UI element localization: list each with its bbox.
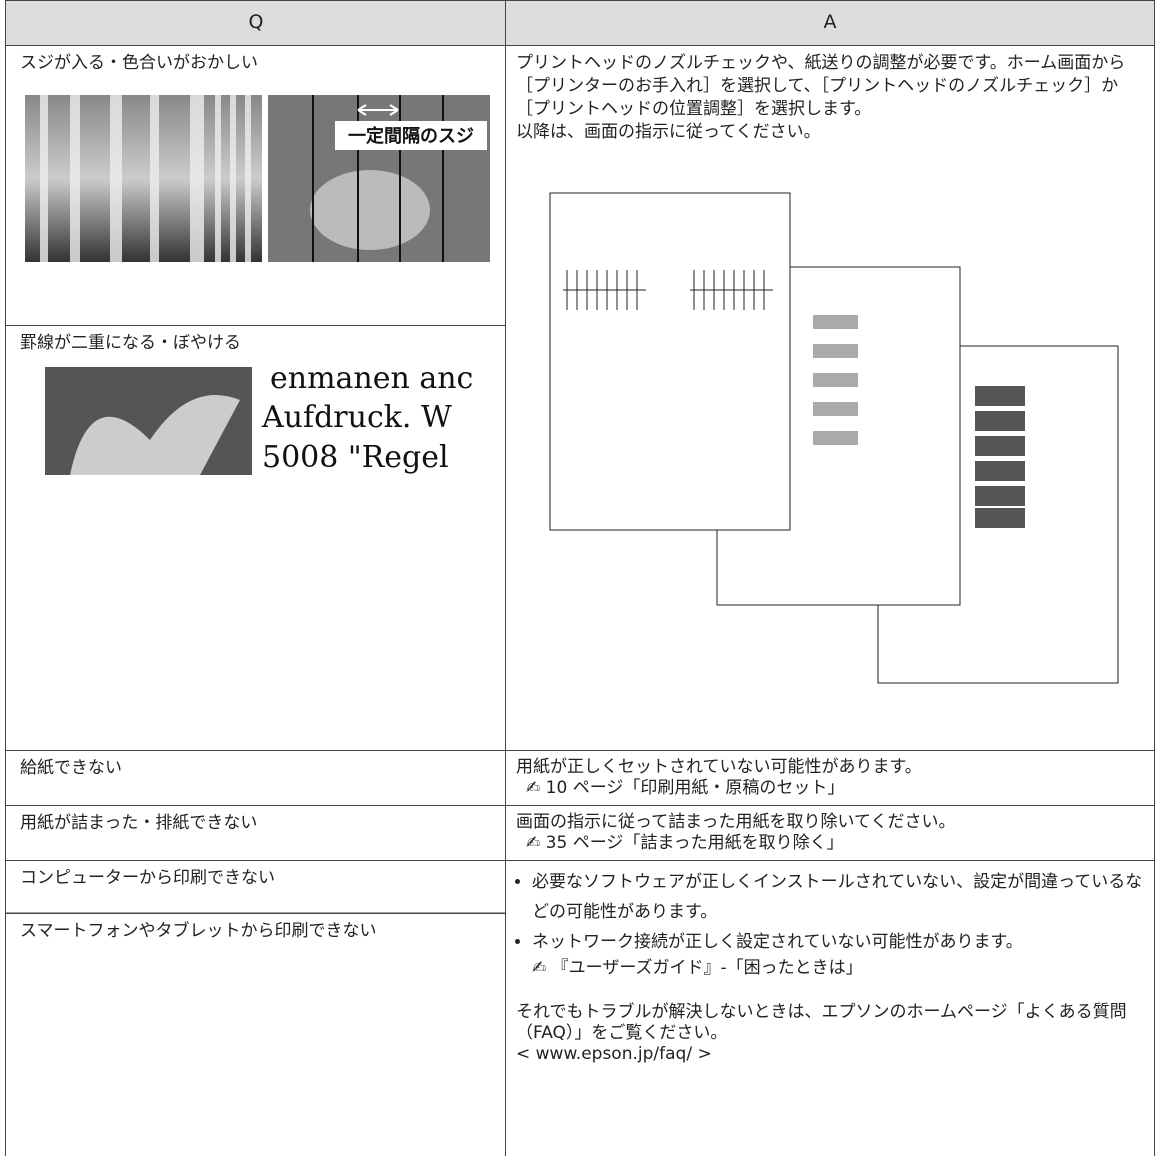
a-cell: 必要なソフトウェアが正しくインストールされていない、設定が間違っているなどの可能… [505, 860, 1155, 1156]
ref-line: ✍ 『ユーザーズガイド』-「困ったときは」 [532, 958, 863, 978]
q-text: 罫線が二重になる・ぼやける [20, 333, 241, 353]
q-text: スマートフォンやタブレットから印刷できない [20, 921, 377, 941]
q-cell: 用紙が詰まった・排紙できない [5, 805, 506, 861]
ref-line: ✍ 10 ページ「印刷用紙・原稿のセット」 [526, 778, 845, 798]
a-text: 画面の指示に従って詰まった用紙を取り除いてください。 [516, 812, 956, 832]
a-note: 以降は、画面の指示に従ってください。 [516, 122, 821, 142]
a-text: 用紙が正しくセットされていない可能性があります。 [516, 757, 922, 777]
ref: 10 ページ「印刷用紙・原稿のセット」 [545, 778, 845, 798]
q-cell: 罫線が二重になる・ぼやける [5, 325, 506, 751]
ref: 35 ページ「詰まった用紙を取り除く」 [545, 833, 844, 853]
q-text: 給紙できない [20, 758, 122, 778]
header-q: Q [5, 0, 506, 46]
q-text: コンピューターから印刷できない [20, 868, 275, 888]
closing: それでもトラブルが解決しないときは、エプソンのホームページ「よくある質問（FAQ… [516, 1002, 1127, 1043]
q-cell: スジが入る・色合いがおかしい [5, 45, 506, 326]
a-cell: 用紙が正しくセットされていない可能性があります。 ✍ 10 ページ「印刷用紙・原稿… [505, 750, 1155, 806]
bullet: ネットワーク接続が正しく設定されていない可能性があります。 [532, 927, 1144, 957]
ref: 『ユーザーズガイド』-「困ったときは」 [551, 958, 863, 978]
url: < www.epson.jp/faq/ > [516, 1044, 712, 1064]
a-text: プリントヘッドのノズルチェックや、紙送りの調整が必要です。ホーム画面から［プリン… [516, 53, 1126, 119]
q-cell: コンピューターから印刷できない [5, 860, 506, 914]
header-a: A [505, 0, 1155, 46]
q-text: スジが入る・色合いがおかしい [20, 53, 258, 73]
q-cell: 給紙できない [5, 750, 506, 806]
bullet: 必要なソフトウェアが正しくインストールされていない、設定が間違っているなどの可能… [532, 867, 1144, 927]
q-text: 用紙が詰まった・排紙できない [20, 813, 258, 833]
a-cell: プリントヘッドのノズルチェックや、紙送りの調整が必要です。ホーム画面から［プリン… [505, 45, 1155, 751]
ref-line: ✍ 35 ページ「詰まった用紙を取り除く」 [526, 833, 844, 853]
q-cell: スマートフォンやタブレットから印刷できない [5, 913, 506, 1156]
a-cell: 画面の指示に従って詰まった用紙を取り除いてください。 ✍ 35 ページ「詰まった用… [505, 805, 1155, 861]
